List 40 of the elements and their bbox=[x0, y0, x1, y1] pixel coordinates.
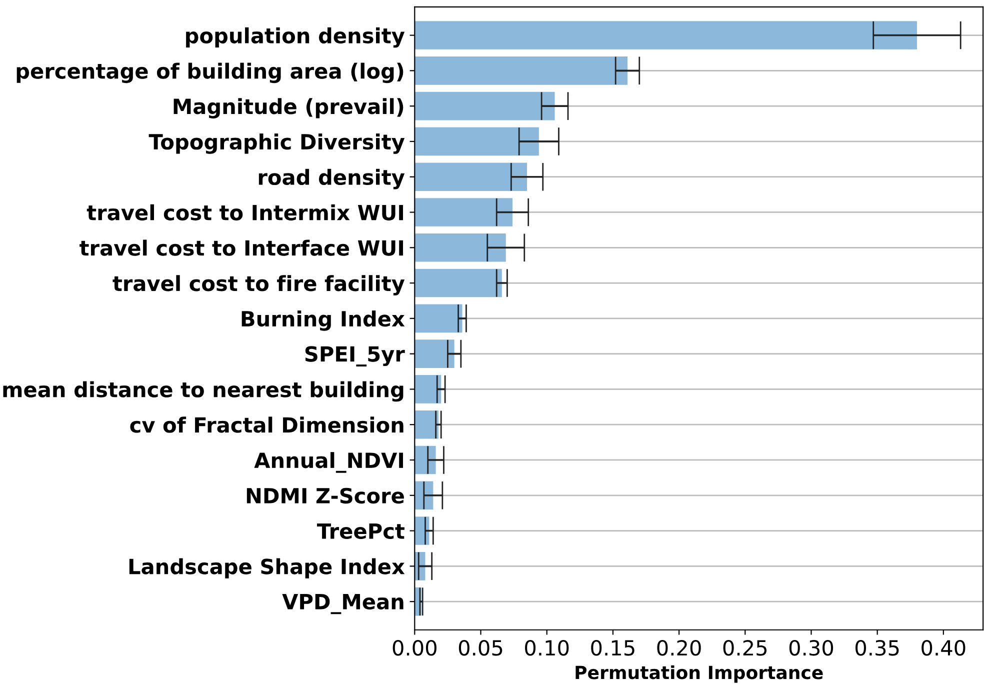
y-tick-label: cv of Fractal Dimension bbox=[130, 416, 404, 433]
y-tick-label: Topographic Diversity bbox=[148, 134, 405, 154]
y-tick-label: Landscape Shape Index bbox=[129, 558, 405, 578]
y-tick-label: Magnitude (prevail) bbox=[174, 98, 404, 118]
bar bbox=[414, 127, 539, 156]
bar bbox=[414, 198, 512, 226]
bar bbox=[414, 233, 506, 262]
bar bbox=[414, 268, 502, 298]
x-tick-label: 0.25 bbox=[723, 640, 767, 656]
bar bbox=[414, 446, 436, 474]
y-tick-label: road density bbox=[258, 168, 405, 190]
y-tick-label: VPD_Mean bbox=[282, 594, 404, 614]
bar bbox=[414, 304, 462, 333]
x-axis-title: Permutation Importance bbox=[576, 665, 823, 683]
x-tick-label: 0.35 bbox=[856, 640, 899, 656]
x-tick-label: 0.05 bbox=[458, 640, 502, 656]
y-tick-label: Burning Index bbox=[242, 310, 405, 331]
y-tick-label: mean distance to nearest building bbox=[3, 381, 404, 402]
y-tick-label: Annual_NDVI bbox=[254, 452, 404, 473]
bar bbox=[414, 340, 454, 368]
x-tick-label: 0.15 bbox=[591, 640, 634, 656]
y-tick-label: travel cost to Interface WUI bbox=[80, 240, 404, 256]
y-tick-label: population density bbox=[186, 27, 405, 48]
x-tick-label: 0.00 bbox=[392, 640, 436, 656]
y-tick-label: travel cost to Intermix WUI bbox=[86, 204, 404, 220]
bar bbox=[414, 56, 628, 85]
bar bbox=[414, 410, 438, 439]
y-tick-label: SPEI_5yr bbox=[305, 346, 405, 366]
y-tick-label: NDMI Z-Score bbox=[246, 488, 404, 504]
x-tick-label: 0.30 bbox=[789, 640, 834, 656]
y-tick-label: TreePct bbox=[317, 524, 404, 539]
bar bbox=[414, 92, 555, 120]
y-tick-label: travel cost to fire facility bbox=[112, 275, 405, 296]
x-tick-label: 0.20 bbox=[657, 640, 701, 656]
y-tick-label: percentage of building area (log) bbox=[16, 62, 404, 84]
bar bbox=[414, 375, 442, 404]
x-tick-label: 0.10 bbox=[525, 640, 569, 656]
bar bbox=[414, 21, 917, 50]
x-tick-label: 0.40 bbox=[922, 640, 966, 656]
bar bbox=[414, 162, 528, 192]
